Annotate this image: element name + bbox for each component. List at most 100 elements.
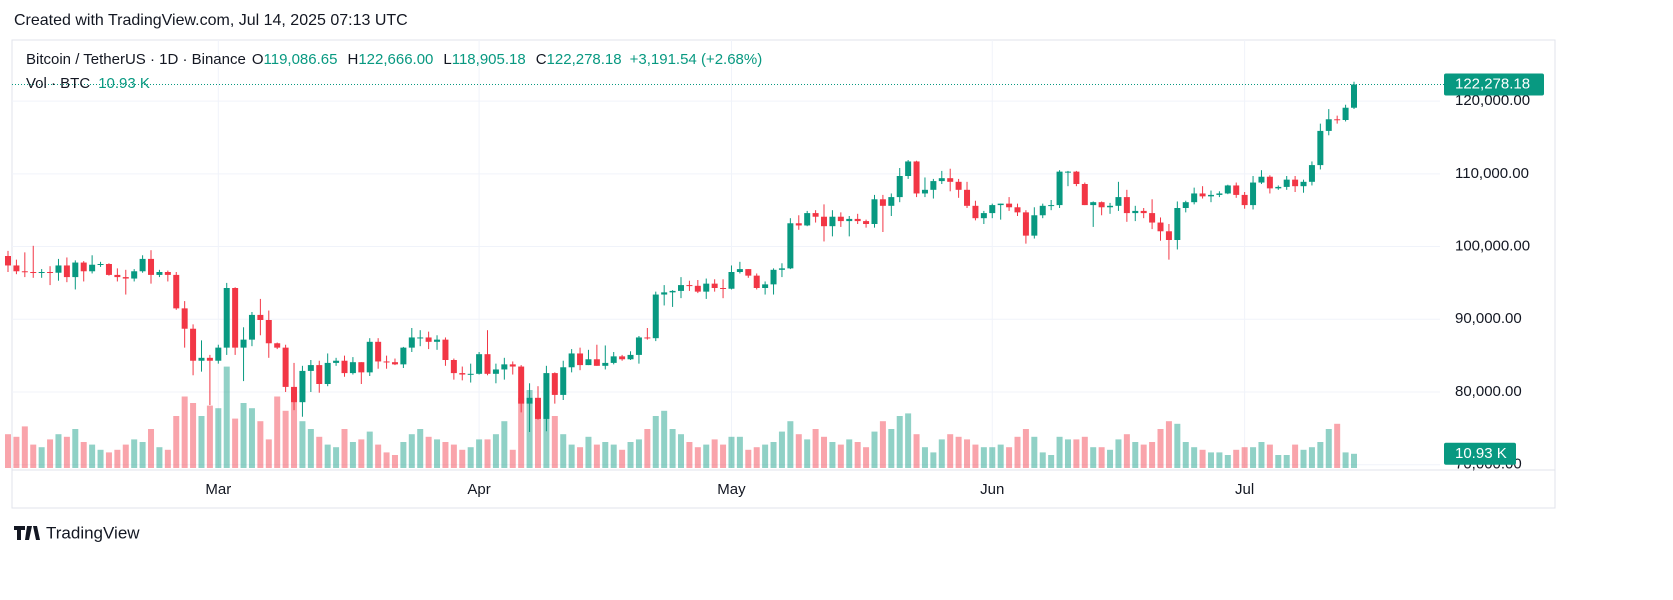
candle-body [619,356,626,360]
candle-body [821,216,828,227]
candle-body [829,216,836,227]
candle-body [1107,205,1114,208]
volume-bar [80,442,87,468]
candle-body [1140,210,1147,214]
volume-bar [905,413,912,468]
candle-body [560,367,567,395]
candle-body [434,339,441,342]
candle-body [408,337,415,348]
volume-bar [38,447,45,468]
candle-body [492,369,499,374]
candle-body [265,320,272,344]
candle-body [1056,171,1063,206]
volume-bar [450,444,457,468]
y-tick-label: 120,000.00 [1455,92,1530,109]
volume-bar [863,447,870,468]
candle-body [484,354,491,374]
candle-body [1308,165,1315,182]
volume-bar [821,436,828,468]
volume-bar [164,449,171,468]
candle-body [1081,184,1088,206]
volume-bar [770,442,777,468]
candle-body [349,362,356,374]
candle-body [47,272,54,273]
volume-bar [720,444,727,468]
volume-bar [694,447,701,468]
volume-bar [1216,452,1223,468]
volume-bar [1149,442,1156,468]
candle-body [1241,194,1248,206]
candle-body [1275,186,1282,189]
candle-body [627,354,634,360]
candle-body [1258,176,1265,183]
candle-body [232,288,239,348]
candle-body [1182,202,1189,208]
volume-bar [627,442,634,468]
volume-bar [358,439,365,468]
candle-body [551,373,558,395]
volume-bar [846,439,853,468]
candle-body [1132,210,1139,214]
candle-body [1022,212,1029,236]
ohlc-value: 122,666.00 [358,51,433,68]
candle-body [980,213,987,219]
x-tick-label: Jun [980,481,1004,498]
volume-bar [585,436,592,468]
volume-bar [148,429,155,468]
volume-bar [989,447,996,468]
candle-body [1266,176,1273,189]
volume-bar [728,436,735,468]
volume-bar [341,429,348,468]
footer-logo [14,526,40,540]
candle-body [156,272,163,275]
volume-bar [972,444,979,468]
volume-box-label: 10.93 K [1455,445,1507,462]
candle-body [1300,181,1307,187]
volume-bar [854,442,861,468]
volume-bar [1048,455,1055,468]
volume-bar [762,444,769,468]
volume-bar [711,439,718,468]
volume-bar [1031,436,1038,468]
candle-body [888,197,895,206]
volume-bar [206,405,213,468]
candle-body [568,353,575,368]
volume-bar [518,397,525,468]
candle-body [602,362,609,366]
volume-bar [89,444,96,468]
volume-bar [333,447,340,468]
volume-bar [534,410,541,468]
volume-bar [913,434,920,468]
volume-bar [131,439,138,468]
volume-bar [63,436,70,468]
ohlc-key: C [536,51,547,68]
volume-bar [560,434,567,468]
volume-bar [476,439,483,468]
volume-bar [1191,447,1198,468]
volume-bar [72,429,79,468]
volume-bar [1233,449,1240,468]
volume-bar [97,449,104,468]
volume-bar [139,442,146,468]
candle-body [417,337,424,339]
volume-bar [215,408,222,468]
axes: 70,000.0080,000.0090,000.00100,000.00110… [12,73,1544,498]
candle-body [442,339,449,360]
volume-bar [307,429,314,468]
x-tick-label: May [717,481,746,498]
volume-bar [1132,442,1139,468]
volume-bar [1250,447,1257,468]
volume-bar [669,429,676,468]
candle-body [324,362,331,384]
candle-body [534,397,541,419]
volume-bar [1308,447,1315,468]
volume-bar [1292,444,1299,468]
volume-bar [829,442,836,468]
candle-body [467,373,474,375]
last-price-box [1444,73,1544,96]
volume-bar [484,439,491,468]
candle-body [1149,213,1156,223]
volume-bar [257,421,264,468]
candle-body [703,283,710,292]
candle-body [1098,202,1105,208]
